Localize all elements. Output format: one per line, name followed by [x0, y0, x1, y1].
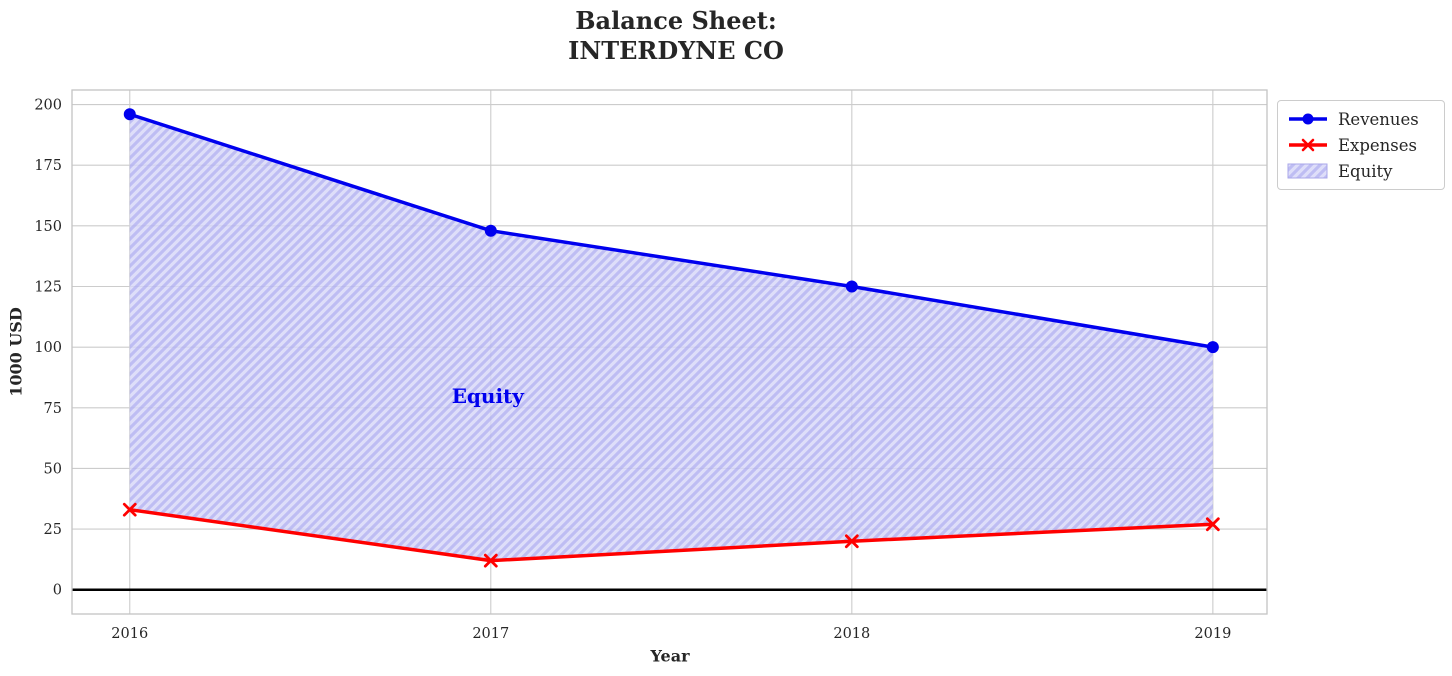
expenses-marker	[1205, 517, 1220, 532]
y-tick-label: 125	[34, 280, 62, 296]
y-tick-label: 100	[34, 340, 62, 356]
y-tick-label: 75	[44, 401, 62, 417]
chart-title-line-2: INTERDYNE CO	[568, 36, 784, 65]
y-tick-label: 50	[44, 461, 62, 477]
legend-label-revenues: Revenues	[1338, 109, 1419, 129]
expenses-marker	[483, 553, 498, 568]
plot-frame	[71, 89, 1268, 615]
revenues-marker	[845, 280, 858, 293]
x-tick-label: 2019	[1194, 626, 1231, 642]
chart-title-line-1: Balance Sheet:	[575, 6, 777, 35]
equity-area-annotation: Equity	[451, 383, 524, 408]
legend-label-equity: Equity	[1338, 161, 1393, 181]
y-tick-label: 175	[34, 158, 62, 174]
revenues-marker	[123, 108, 136, 121]
equity-fill-area	[129, 114, 1213, 561]
x-axis-title: Year	[650, 646, 690, 666]
y-tick-label: 0	[53, 583, 62, 599]
expenses-marker	[844, 534, 859, 549]
revenues-line-circle-icon	[1289, 113, 1327, 125]
legend-item-equity: Equity	[1284, 158, 1438, 184]
chart-title: Balance Sheet: INTERDYNE CO	[350, 6, 1002, 66]
y-tick-label: 200	[34, 98, 62, 114]
x-tick-label: 2016	[111, 626, 148, 642]
y-tick-label: 25	[44, 522, 62, 538]
revenues-marker	[1206, 341, 1219, 354]
expenses-line-x-icon	[1289, 138, 1327, 152]
legend-label-expenses: Expenses	[1338, 135, 1418, 155]
expenses-line	[128, 507, 1215, 563]
equity-hatched-patch-icon	[1287, 163, 1328, 179]
y-axis-title: 1000 USD	[6, 307, 26, 397]
sample-x-marker	[1301, 138, 1315, 152]
x-tick-label: 2018	[833, 626, 870, 642]
expenses-marker	[122, 502, 137, 517]
sample-hatched-patch	[1287, 163, 1328, 179]
legend: Revenues Expenses Equity	[1277, 100, 1445, 190]
legend-item-expenses: Expenses	[1284, 132, 1438, 158]
revenues-marker	[484, 224, 497, 237]
legend-item-revenues: Revenues	[1284, 106, 1438, 132]
revenues-line	[128, 112, 1215, 349]
y-tick-label: 150	[34, 219, 62, 235]
x-tick-label: 2017	[472, 626, 509, 642]
sample-circle-marker	[1302, 113, 1314, 125]
